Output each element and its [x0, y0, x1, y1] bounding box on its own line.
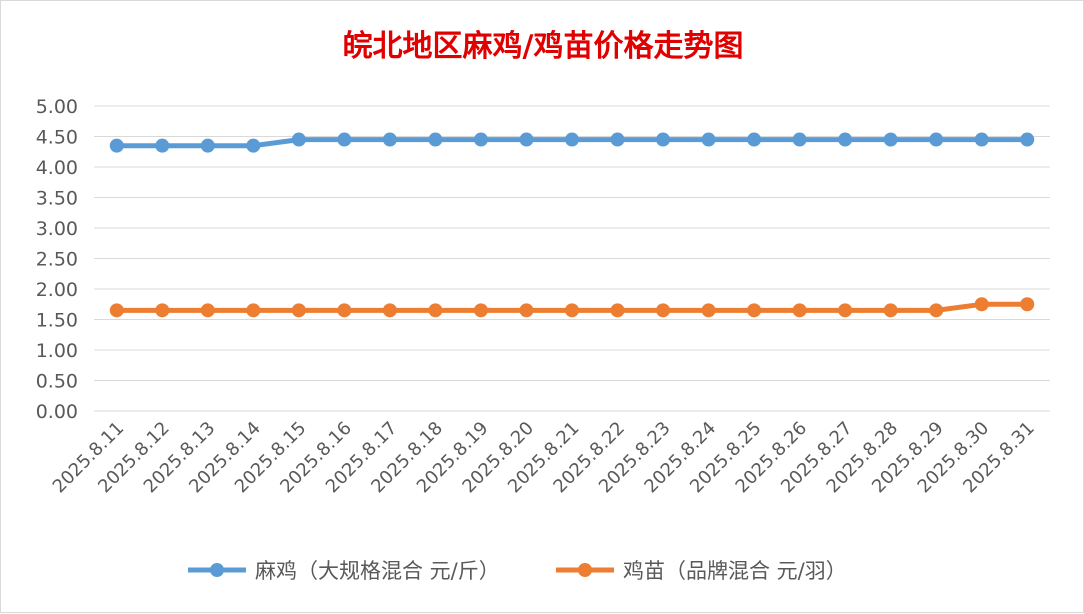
y-tick-label: 1.50	[36, 310, 78, 332]
chart-title: 皖北地区麻鸡/鸡苗价格走势图	[343, 29, 744, 64]
data-point	[519, 132, 534, 147]
series-1	[109, 132, 1035, 153]
data-point	[382, 132, 397, 147]
data-point	[792, 303, 807, 318]
data-point	[565, 132, 579, 147]
data-point	[291, 303, 306, 318]
data-point	[200, 303, 215, 318]
data-point	[656, 132, 671, 147]
data-point	[838, 303, 853, 318]
legend: 麻鸡（大规格混合 元/斤） 鸡苗（品牌混合 元/羽）	[188, 559, 847, 583]
data-point	[747, 132, 762, 147]
legend-item: 麻鸡（大规格混合 元/斤）	[188, 559, 500, 583]
data-point	[337, 303, 352, 318]
y-tick-label: 2.50	[36, 249, 78, 271]
data-point	[109, 303, 124, 318]
data-point	[929, 303, 944, 318]
data-point	[473, 303, 488, 318]
data-point	[291, 132, 306, 147]
data-point	[428, 132, 443, 147]
legend-marker	[578, 563, 592, 577]
data-point	[701, 303, 716, 318]
legend-label: 鸡苗（品牌混合 元/羽）	[623, 559, 847, 583]
data-point	[155, 303, 170, 318]
data-point	[337, 132, 352, 147]
data-point	[838, 132, 853, 147]
data-point	[610, 303, 625, 318]
y-tick-label: 0.50	[36, 371, 78, 393]
data-point	[883, 132, 898, 147]
data-point	[974, 132, 989, 147]
data-point	[155, 138, 170, 153]
y-tick-label: 1.00	[36, 340, 78, 362]
y-tick-label: 4.00	[36, 157, 78, 179]
data-point	[565, 303, 579, 318]
y-tick-label: 4.50	[36, 127, 78, 149]
data-point	[792, 132, 807, 147]
y-tick-label: 0.00	[36, 401, 78, 423]
y-tick-label: 3.00	[36, 218, 78, 240]
data-point	[1020, 297, 1035, 312]
data-point	[701, 132, 716, 147]
legend-marker	[210, 563, 224, 577]
y-tick-label: 2.00	[36, 279, 78, 301]
data-point	[428, 303, 443, 318]
data-point	[519, 303, 534, 318]
x-axis-ticks: 2025.8.112025.8.122025.8.132025.8.142025…	[49, 418, 1039, 498]
data-point	[974, 297, 989, 312]
y-tick-label: 3.50	[36, 188, 78, 210]
data-point	[246, 138, 261, 153]
data-point	[656, 303, 671, 318]
data-point	[747, 303, 762, 318]
data-point	[200, 138, 215, 153]
legend-label: 麻鸡（大规格混合 元/斤）	[255, 559, 500, 583]
data-point	[109, 138, 124, 153]
data-point	[473, 132, 488, 147]
y-axis-ticks: 0.00 0.50 1.00 1.50 2.00 2.50 3.00 3.50 4.00 4.50…	[36, 96, 78, 423]
series-lines	[109, 132, 1035, 318]
data-point	[1020, 132, 1035, 147]
gridlines	[94, 105, 1050, 412]
data-point	[246, 303, 261, 318]
data-point	[610, 132, 625, 147]
data-point	[883, 303, 898, 318]
data-point	[382, 303, 397, 318]
series-2	[109, 297, 1035, 318]
legend-item: 鸡苗（品牌混合 元/羽）	[556, 559, 847, 583]
y-tick-label: 5.00	[36, 96, 78, 118]
data-point	[929, 132, 944, 147]
